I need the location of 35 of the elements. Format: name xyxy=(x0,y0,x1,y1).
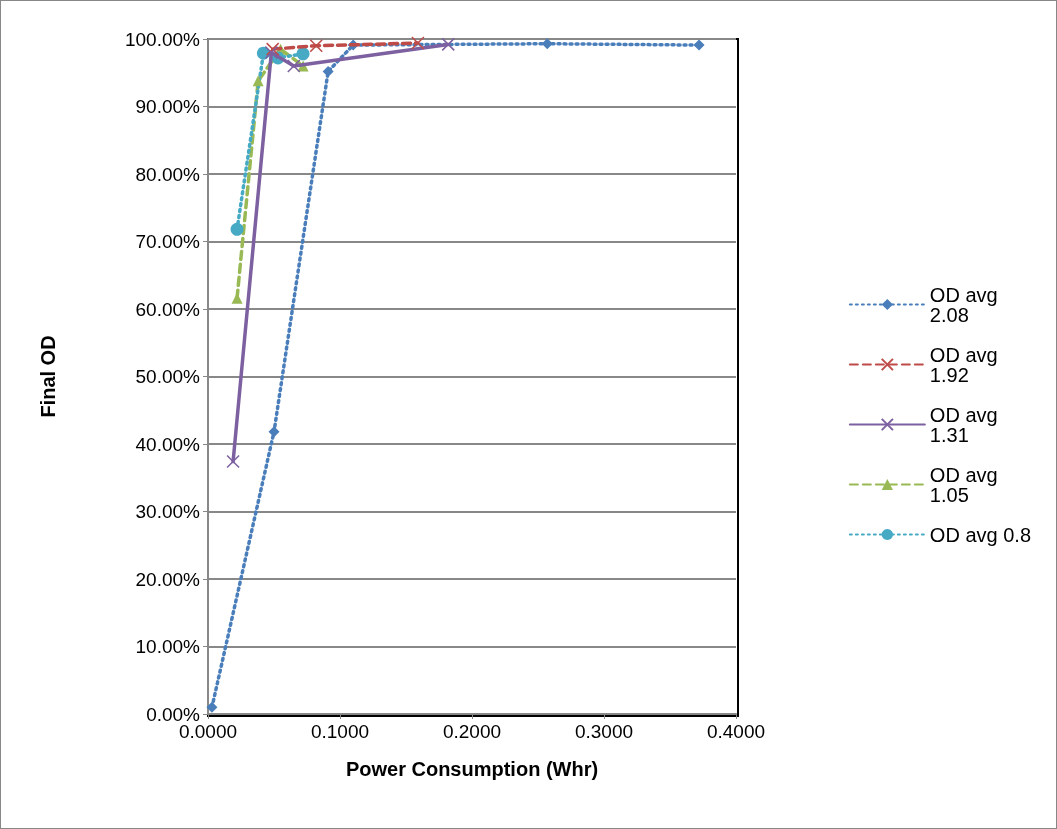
legend-label: OD avg 1.05 xyxy=(929,463,1004,506)
point xyxy=(693,39,705,51)
point xyxy=(265,42,280,56)
y-tick-label: 80.00% xyxy=(135,163,201,185)
legend-label: OD avg 1.31 xyxy=(929,403,1004,446)
legend-label: OD avg 0.8 xyxy=(929,523,1032,546)
point xyxy=(268,426,280,438)
x-tick-label: 0.3000 xyxy=(574,721,634,742)
y-tick-label: 10.00% xyxy=(135,636,201,657)
x-tick-label: 0.2000 xyxy=(442,721,502,742)
point xyxy=(441,37,455,52)
legend-label: OD avg 2.08 xyxy=(929,283,1004,326)
point xyxy=(287,59,301,73)
point xyxy=(206,701,218,713)
x-axis-title: Power Consumption (Whr) xyxy=(345,758,599,780)
y-tick-label: 50.00% xyxy=(135,366,201,387)
x-tick-label: 0.1000 xyxy=(310,721,370,742)
point xyxy=(411,36,425,50)
y-tick-label: 30.00% xyxy=(135,501,201,522)
y-tick-label: 60.00% xyxy=(135,298,201,320)
legend-label: OD avg 1.92 xyxy=(929,343,1004,386)
point xyxy=(296,47,310,61)
point xyxy=(230,222,244,236)
point xyxy=(322,65,334,77)
y-axis-title: Final OD xyxy=(37,335,59,418)
point xyxy=(252,75,264,87)
point xyxy=(226,454,240,469)
point xyxy=(309,39,323,53)
y-tick-label: 70.00% xyxy=(135,231,201,252)
y-tick-label: 90.00% xyxy=(135,96,201,117)
x-tick-label: 0.4000 xyxy=(706,721,766,742)
y-tick-label: 20.00% xyxy=(135,568,201,590)
y-tick-label: 100.00% xyxy=(124,28,201,50)
point xyxy=(264,45,279,60)
y-tick-label: 40.00% xyxy=(135,433,201,455)
